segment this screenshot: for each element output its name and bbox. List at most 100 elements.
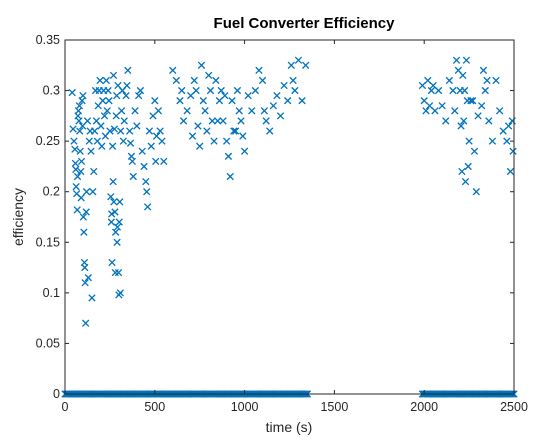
data-point-131 bbox=[214, 117, 222, 125]
data-point-38 bbox=[90, 127, 99, 135]
data-point-54 bbox=[105, 97, 113, 105]
data-point-8 bbox=[73, 206, 81, 214]
data-point-93 bbox=[134, 91, 143, 100]
data-point-12 bbox=[75, 117, 83, 125]
data-point-37 bbox=[90, 167, 98, 176]
data-point-115 bbox=[183, 107, 191, 115]
data-point-4 bbox=[71, 159, 80, 168]
data-point-123 bbox=[199, 97, 207, 105]
data-point-134 bbox=[219, 117, 227, 125]
data-point-140 bbox=[230, 127, 238, 135]
data-point-187 bbox=[460, 86, 469, 95]
data-point-107 bbox=[156, 127, 164, 135]
data-point-103 bbox=[151, 97, 159, 105]
y-tick-label: 0.15 bbox=[36, 235, 60, 249]
data-point-186 bbox=[460, 117, 468, 125]
data-point-130 bbox=[212, 76, 220, 85]
data-point-73 bbox=[114, 268, 123, 277]
data-point-0 bbox=[68, 88, 76, 97]
data-point-81 bbox=[119, 137, 128, 145]
data-point-154 bbox=[266, 127, 274, 135]
data-point-34 bbox=[87, 147, 95, 155]
data-point-75 bbox=[115, 218, 123, 226]
data-point-144 bbox=[237, 117, 245, 125]
data-point-192 bbox=[465, 137, 473, 145]
data-point-95 bbox=[138, 147, 146, 155]
data-point-14 bbox=[76, 127, 84, 135]
x-tick-label: 2500 bbox=[500, 400, 528, 414]
data-point-101 bbox=[147, 142, 155, 150]
data-point-138 bbox=[226, 172, 234, 181]
data-point-156 bbox=[273, 91, 281, 100]
data-point-143 bbox=[235, 107, 243, 115]
data-point-121 bbox=[196, 142, 204, 150]
data-point-142 bbox=[233, 86, 242, 95]
data-point-9 bbox=[73, 172, 82, 181]
data-point-174 bbox=[434, 86, 443, 95]
data-point-141 bbox=[231, 127, 240, 135]
x-tick-label: 500 bbox=[144, 400, 165, 414]
data-point-139 bbox=[228, 97, 236, 105]
data-point-27 bbox=[81, 319, 90, 327]
data-point-62 bbox=[109, 71, 118, 80]
data-point-155 bbox=[269, 102, 277, 110]
data-point-100 bbox=[145, 127, 154, 135]
data-point-176 bbox=[442, 117, 450, 125]
data-point-53 bbox=[104, 86, 112, 95]
data-point-57 bbox=[107, 218, 115, 226]
data-point-5 bbox=[72, 165, 80, 174]
y-tick-label: 0.25 bbox=[36, 134, 60, 148]
data-point-211 bbox=[509, 147, 517, 155]
y-axis-label: efficiency bbox=[10, 188, 26, 246]
x-tick-label: 0 bbox=[62, 400, 69, 414]
data-point-45 bbox=[97, 122, 105, 130]
data-point-148 bbox=[248, 107, 256, 115]
data-point-197 bbox=[474, 112, 482, 120]
data-point-133 bbox=[217, 86, 225, 95]
data-point-28 bbox=[82, 208, 90, 216]
data-point-146 bbox=[240, 147, 249, 155]
data-point-84 bbox=[123, 81, 131, 90]
data-point-104 bbox=[152, 157, 160, 166]
data-point-165 bbox=[302, 61, 310, 69]
data-point-76 bbox=[116, 198, 124, 206]
data-point-25 bbox=[81, 263, 89, 272]
data-point-65 bbox=[111, 208, 119, 216]
x-axis-ticks: 0 500 1000 1500 2000 2500 bbox=[62, 40, 528, 414]
data-point-36 bbox=[89, 188, 97, 196]
data-point-202 bbox=[485, 117, 493, 125]
data-point-94 bbox=[136, 86, 145, 95]
data-point-110 bbox=[169, 66, 177, 75]
data-point-137 bbox=[224, 152, 233, 160]
data-point-128 bbox=[208, 117, 216, 125]
data-point-61 bbox=[109, 177, 117, 186]
data-point-175 bbox=[438, 102, 446, 110]
data-point-56 bbox=[107, 193, 115, 201]
data-point-23 bbox=[80, 228, 88, 236]
plot-frame bbox=[64, 39, 515, 395]
data-point-30 bbox=[83, 117, 92, 125]
data-point-49 bbox=[100, 112, 109, 120]
data-point-32 bbox=[85, 137, 93, 145]
chart-title: Fuel Converter Efficiency bbox=[214, 15, 396, 32]
data-point-135 bbox=[221, 91, 229, 100]
data-point-44 bbox=[96, 76, 104, 85]
data-point-153 bbox=[262, 117, 270, 125]
data-point-16 bbox=[77, 167, 85, 176]
data-point-71 bbox=[113, 223, 122, 231]
data-point-114 bbox=[179, 117, 188, 125]
data-point-147 bbox=[244, 91, 252, 100]
data-point-149 bbox=[251, 86, 260, 95]
data-point-158 bbox=[280, 81, 288, 90]
data-point-160 bbox=[287, 61, 295, 69]
y-tick-label: 0.2 bbox=[43, 185, 60, 199]
data-point-168 bbox=[422, 107, 430, 115]
data-point-51 bbox=[102, 76, 110, 85]
data-point-179 bbox=[451, 107, 459, 115]
data-point-126 bbox=[205, 71, 213, 80]
data-point-122 bbox=[197, 61, 206, 69]
data-point-86 bbox=[125, 127, 134, 135]
data-point-66 bbox=[111, 268, 119, 277]
data-point-196 bbox=[472, 188, 480, 196]
